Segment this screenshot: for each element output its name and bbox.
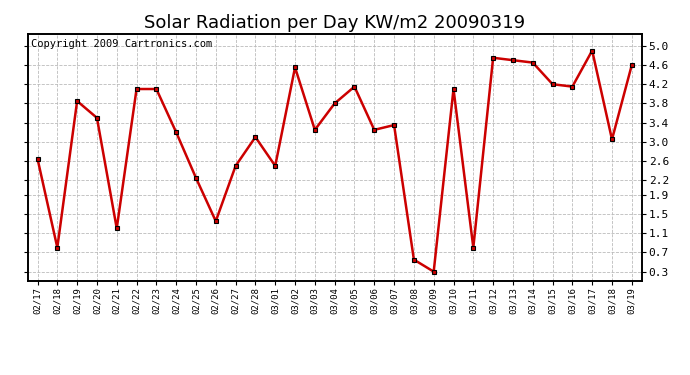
Text: Copyright 2009 Cartronics.com: Copyright 2009 Cartronics.com (30, 39, 212, 49)
Title: Solar Radiation per Day KW/m2 20090319: Solar Radiation per Day KW/m2 20090319 (144, 14, 525, 32)
